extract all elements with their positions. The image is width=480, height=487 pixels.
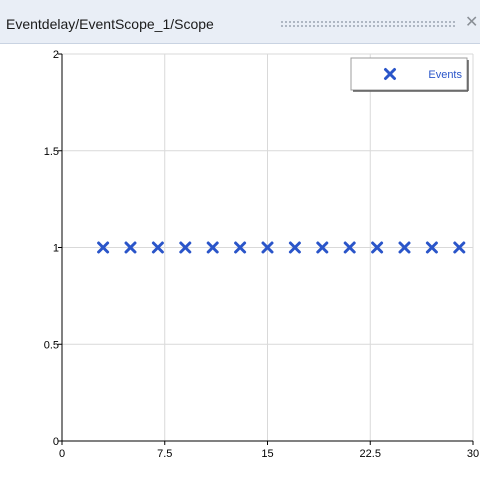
event-marker bbox=[179, 241, 192, 254]
scope-plot: 0 7.5 15 22.5 30 0 0.5 1 1.5 2 Events bbox=[44, 49, 479, 460]
event-marker bbox=[398, 241, 411, 254]
y-tick-label: 0 bbox=[53, 436, 59, 448]
x-tick-label: 15 bbox=[261, 448, 273, 460]
event-marker bbox=[316, 241, 329, 254]
y-tick-label: 2 bbox=[53, 49, 59, 61]
window-title: Eventdelay/EventScope_1/Scope bbox=[6, 16, 214, 32]
event-marker bbox=[343, 241, 356, 254]
event-marker bbox=[288, 241, 301, 254]
event-marker bbox=[206, 241, 219, 254]
event-marker bbox=[97, 241, 110, 254]
y-tick-label: 1 bbox=[53, 243, 59, 255]
legend: Events bbox=[350, 57, 469, 92]
event-marker bbox=[234, 241, 247, 254]
event-marker bbox=[371, 241, 384, 254]
event-marker bbox=[453, 241, 466, 254]
close-icon[interactable]: ✕ bbox=[465, 12, 479, 31]
x-tick-label: 30 bbox=[467, 448, 479, 460]
plot-panel: 0 7.5 15 22.5 30 0 0.5 1 1.5 2 Events bbox=[0, 44, 480, 482]
legend-box bbox=[350, 57, 468, 91]
drag-grip-handle[interactable] bbox=[280, 20, 456, 29]
y-tick-label: 1.5 bbox=[44, 146, 59, 158]
event-marker bbox=[425, 241, 438, 254]
legend-label: Events bbox=[428, 69, 462, 81]
event-marker bbox=[124, 241, 137, 254]
x-tick-label: 7.5 bbox=[157, 448, 172, 460]
event-marker bbox=[151, 241, 164, 254]
event-marker bbox=[261, 241, 274, 254]
legend-marker bbox=[384, 68, 396, 80]
y-tick-label: 0.5 bbox=[44, 339, 59, 351]
x-tick-label: 22.5 bbox=[360, 448, 381, 460]
x-tick-label: 0 bbox=[59, 448, 65, 460]
title-bar[interactable]: Eventdelay/EventScope_1/Scope ✕ bbox=[0, 0, 480, 44]
